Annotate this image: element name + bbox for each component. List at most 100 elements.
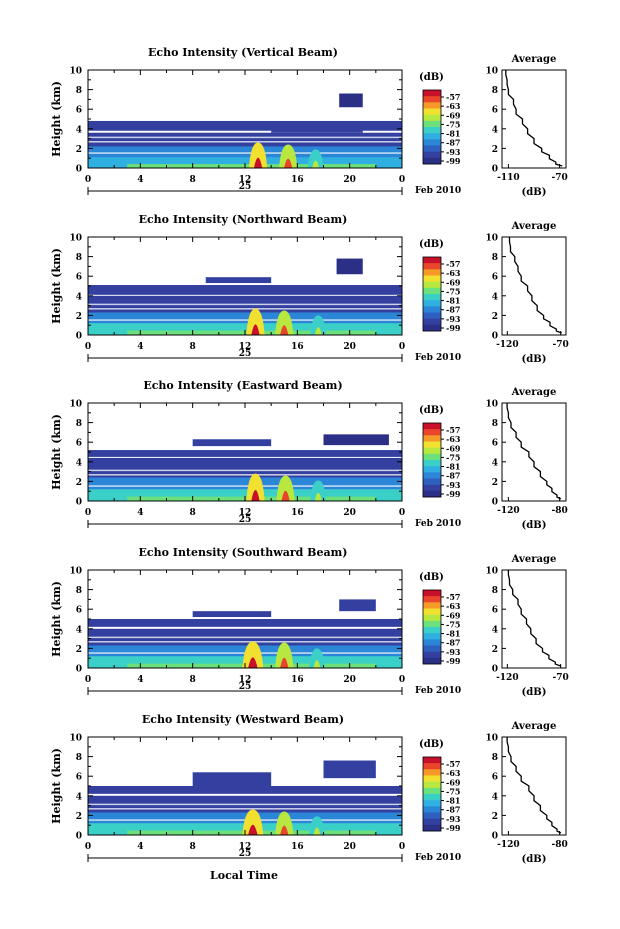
y-tick-label: 8: [76, 753, 82, 763]
echo-band: [192, 772, 272, 786]
colorbar-tick-label: -99: [446, 323, 461, 333]
y-tick-label: 2: [76, 145, 82, 155]
profile-y-tick-label: 2: [492, 645, 498, 655]
colorbar-segment: [423, 800, 441, 807]
profile-y-tick-label: 4: [492, 125, 498, 135]
colorbar-segment: [423, 96, 441, 103]
colorbar-segment: [423, 757, 441, 764]
colorbar-segment: [423, 806, 441, 813]
profile-x-tick-label: -70: [553, 340, 569, 350]
date-label: Feb 2010: [415, 519, 461, 529]
profile-x-tick-label: -80: [551, 506, 567, 516]
profile-y-tick-label: 2: [492, 478, 498, 488]
y-axis-label: Height (km): [50, 414, 63, 490]
echo-band: [323, 434, 389, 446]
colorbar-segment: [423, 429, 441, 436]
panel-title: Echo Intensity (Vertical Beam): [148, 46, 338, 59]
colorbar-tick-label: -93: [446, 814, 461, 824]
y-tick-label: 10: [69, 234, 82, 244]
convective-core: [314, 327, 322, 335]
colorbar-segment: [423, 602, 441, 609]
y-tick-label: 0: [76, 498, 82, 508]
convective-cell: [275, 811, 294, 835]
convective-cell: [242, 809, 264, 835]
colorbar-segment: [423, 812, 441, 819]
profile-y-tick-label: 8: [492, 419, 498, 429]
colorbar-segment: [423, 614, 441, 622]
colorbar-tick-label: -75: [446, 452, 460, 462]
profile-y-tick-label: 6: [492, 106, 498, 116]
colorbar-tick-label: -87: [446, 471, 460, 481]
colorbar-frame: [422, 756, 442, 832]
echo-gap: [88, 152, 402, 154]
x-tick-label: 0: [85, 342, 91, 352]
x-tick-label: 0: [399, 342, 405, 352]
x-tick-label: 20: [343, 842, 356, 852]
colorbar-segment: [423, 657, 441, 665]
profile-x-tick-label: -120: [497, 840, 520, 850]
colorbar-segment: [423, 275, 441, 282]
colorbar-tick-label: -63: [446, 101, 461, 111]
colorbar-tick-label: -75: [446, 286, 460, 296]
profile-line: [506, 403, 562, 500]
x-tick-label: 12: [239, 675, 252, 685]
colorbar-tick-label: -75: [446, 119, 460, 129]
colorbar-segment: [423, 818, 441, 826]
colorbar-segment: [423, 781, 441, 789]
x-tick-label: 16: [291, 342, 304, 352]
echo-gap: [88, 808, 402, 810]
x-tick-label: 20: [343, 342, 356, 352]
x-tick-label: 0: [399, 175, 405, 185]
x-tick-label: 16: [291, 675, 304, 685]
echo-band: [336, 258, 363, 275]
x-tick-label: 0: [399, 842, 405, 852]
y-tick-label: 8: [76, 586, 82, 596]
profile-y-tick-label: 4: [492, 625, 498, 635]
profile-line: [508, 237, 562, 334]
profile-y-tick-label: 8: [492, 253, 498, 263]
colorbar-segment: [423, 466, 441, 473]
convective-cell: [310, 315, 327, 335]
profile-x-tick-label: -70: [553, 673, 569, 683]
profile-y-tick-label: 10: [485, 567, 498, 577]
y-tick-label: 4: [76, 458, 82, 468]
convective-core: [280, 325, 289, 335]
convective-cell: [307, 149, 324, 168]
profile-frame: [501, 402, 567, 502]
colorbar-tick-label: -63: [446, 434, 461, 444]
colorbar-tick-label: -93: [446, 647, 461, 657]
profile-title: Average: [511, 554, 557, 565]
x-tick-label: 8: [190, 675, 196, 685]
profile-y-tick-label: 10: [485, 734, 498, 744]
echo-gap: [88, 469, 402, 472]
colorbar-segment: [423, 139, 441, 146]
y-tick-label: 4: [76, 792, 82, 802]
colorbar-tick-label: -69: [446, 443, 461, 453]
profile-x-tick-label: -80: [551, 840, 567, 850]
panel-4: Echo Intensity (Southward Beam) 0 2 4 6 8 10 0 4…: [50, 546, 569, 698]
colorbar-unit: (dB): [419, 405, 444, 416]
colorbar-tick-label: -57: [446, 259, 460, 269]
echo-gap: [88, 308, 402, 310]
colorbar-frame: [422, 89, 442, 165]
x-tick-label: 12: [239, 842, 252, 852]
colorbar-segment: [423, 151, 441, 159]
x-tick-label: 0: [85, 842, 91, 852]
profile-y-tick-label: 6: [492, 773, 498, 783]
profile-title: Average: [511, 387, 557, 398]
panel-title: Echo Intensity (Southward Beam): [139, 546, 348, 559]
profile-x-label: (dB): [522, 687, 547, 698]
convective-cell: [309, 816, 325, 835]
convective-core: [253, 157, 263, 168]
echo-band: [192, 611, 272, 618]
x-tick-label: 12: [239, 175, 252, 185]
echo-gap: [88, 141, 402, 143]
colorbar-tick-label: -69: [446, 610, 461, 620]
x-tick-label: 20: [343, 508, 356, 518]
figure-xlabel: Local Time: [210, 869, 278, 882]
colorbar-tick-label: -63: [446, 601, 461, 611]
x-tick-label: 4: [137, 508, 143, 518]
colorbar-segment: [423, 627, 441, 634]
day-label: 25: [239, 515, 252, 525]
colorbar-segment: [423, 596, 441, 603]
